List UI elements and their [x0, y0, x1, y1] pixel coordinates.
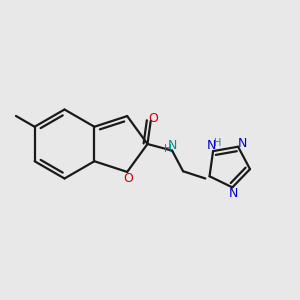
- Text: O: O: [148, 112, 158, 125]
- Text: H: H: [164, 144, 172, 154]
- Text: N: N: [238, 136, 247, 150]
- Text: N: N: [207, 139, 216, 152]
- Text: N: N: [168, 139, 177, 152]
- Text: N: N: [229, 187, 238, 200]
- Text: O: O: [123, 172, 133, 185]
- Text: H: H: [214, 138, 222, 148]
